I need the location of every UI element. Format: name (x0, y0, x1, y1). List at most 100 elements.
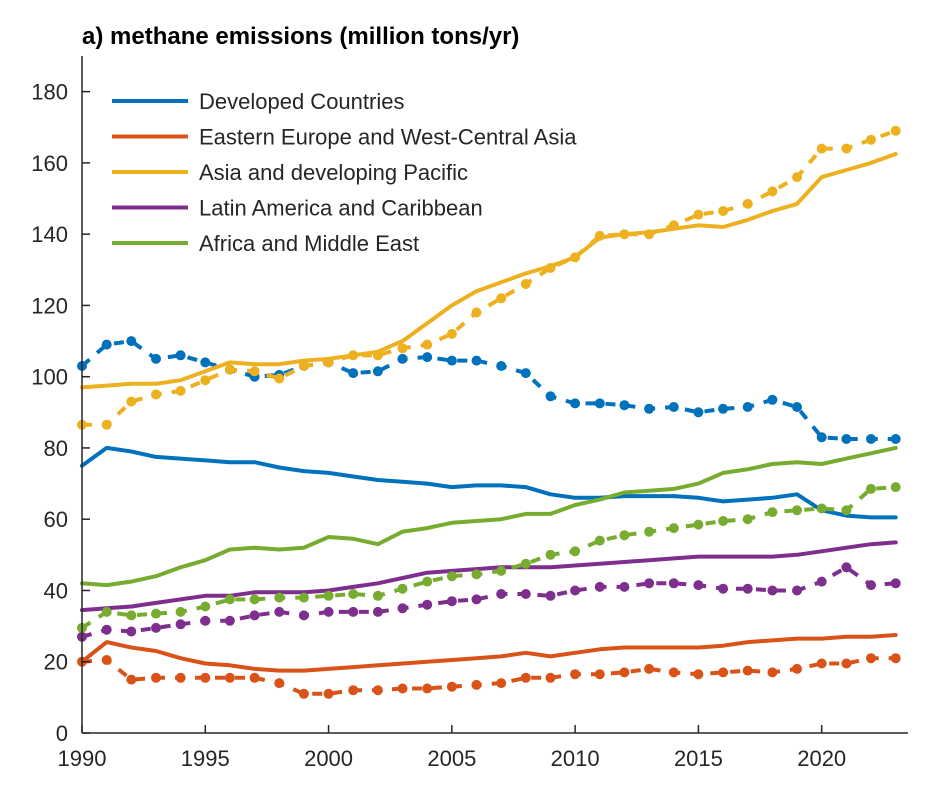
series-1-dashed-point (471, 355, 482, 366)
series-2-dashed-point (126, 674, 137, 685)
series-2-dashed-point (274, 678, 285, 689)
series-4-dashed-point (224, 615, 235, 626)
series-2-dashed-point (397, 683, 408, 694)
series-5-dashed-point (101, 606, 112, 617)
series-1-dashed-line (80, 339, 896, 441)
series-4-dashed-point (693, 580, 704, 591)
series-1-dashed-point (151, 353, 161, 364)
series-2-dashed-point (471, 679, 482, 690)
series-4-dashed-point (594, 581, 605, 592)
series-1-dashed-point (718, 403, 729, 414)
series-2-dashed-point (348, 685, 359, 696)
series-5-dashed-point (298, 592, 309, 603)
series-1-solid-line (80, 445, 898, 520)
series-3-dashed-point (397, 343, 408, 354)
chart-title: a) methane emissions (million tons/yr) (82, 23, 519, 50)
x-tick-label: 2005 (427, 746, 476, 771)
series-3-dashed-point (520, 279, 531, 289)
series-4-dashed-point (446, 596, 457, 607)
series-2-dashed-point (816, 658, 827, 669)
series-3-dashed-point (151, 389, 161, 400)
series-4-dashed-point (545, 590, 556, 601)
series-2-dashed-point (841, 658, 852, 669)
series-3-solid-line (80, 152, 898, 390)
x-tick-label: 2010 (551, 746, 600, 771)
series-4-dashed-point (126, 626, 137, 637)
series-2-dashed-point (372, 685, 383, 696)
series-2-solid-line (80, 633, 898, 673)
series-5-dashed-point (693, 519, 704, 530)
series-3-dashed-point (446, 328, 457, 339)
series-2-dashed-point (570, 669, 581, 680)
series-5-dashed-point (224, 594, 235, 605)
legend-entry-4: Latin America and Caribbean (112, 196, 483, 221)
series-2-dashed-point (792, 663, 802, 674)
series-5-dashed-point (841, 505, 852, 516)
series-5-dashed-point (151, 608, 161, 619)
series-1-dashed-point (619, 400, 630, 411)
series-1-dashed-point (644, 403, 655, 414)
series-4-dashed-line (81, 565, 896, 639)
series-1-dashed-point (792, 402, 802, 412)
series-2-dashed-point (151, 672, 161, 683)
series-4-dashed-point (323, 606, 334, 617)
series-2-dashed-line (81, 656, 896, 696)
series-5-dashed-point (496, 565, 507, 576)
series-2-dashed-point (496, 678, 507, 689)
series-3-dashed-point (249, 366, 260, 377)
series-1-dashed-group (77, 336, 901, 444)
series-layer (77, 125, 901, 699)
series-2-dashed-point (323, 688, 334, 699)
series-5-dashed-point (200, 601, 211, 612)
series-1-dashed-point (422, 352, 433, 363)
series-5-dashed-point (397, 583, 408, 594)
series-3-dashed-point (101, 419, 112, 430)
series-4-dashed-point (200, 615, 211, 626)
y-tick-label: 80 (44, 436, 68, 461)
series-3-dashed-point (175, 385, 186, 396)
legend-label: Latin America and Caribbean (199, 196, 483, 221)
legend-entry-3: Asia and developing Pacific (112, 160, 468, 185)
series-4-dashed-point (298, 610, 309, 621)
series-5-dashed-point (718, 516, 729, 526)
axes-layer: 0 20 40 60 80 100 120 140 160 180 1990 1995 2000 2005… (31, 56, 908, 771)
y-tick-label: 40 (44, 578, 68, 603)
series-5-dashed-point (866, 483, 876, 494)
series-1-dashed-point (742, 402, 753, 412)
y-tick-label: 60 (44, 507, 68, 532)
y-tick-label: 120 (31, 293, 68, 318)
series-5-dashed-point (126, 610, 137, 621)
series-3-dashed-point (816, 143, 827, 154)
series-3-dashed-point (890, 125, 901, 136)
series-2-dashed-point (520, 672, 531, 683)
series-4-dashed-point (372, 606, 383, 617)
series-3-dashed-point (224, 364, 235, 375)
series-1-dashed-point (200, 357, 211, 368)
x-tick-label: 2015 (674, 746, 723, 771)
series-3-dashed-point (792, 172, 802, 183)
legend-entry-5: Africa and Middle East (112, 231, 419, 256)
series-3-dashed-line (82, 128, 897, 427)
series-2-dashed-point (619, 667, 630, 678)
series-4-dashed-point (422, 599, 433, 610)
series-5-dashed-point (274, 592, 285, 603)
series-5-dashed-point (520, 558, 531, 569)
legend: Developed Countries Eastern Europe and We… (112, 89, 577, 256)
series-3-dashed-point (866, 134, 876, 145)
series-4-dashed-point (175, 619, 186, 630)
series-1-dashed-point (101, 339, 112, 350)
series-2-dashed-point (446, 681, 457, 692)
series-1-dashed-point (594, 398, 605, 409)
series-4-solid-line (80, 540, 898, 613)
series-4-dashed-point (816, 576, 827, 587)
series-1-dashed-point (496, 361, 507, 371)
series-5-dashed-point (323, 590, 334, 601)
series-5-dashed-point (249, 594, 260, 605)
legend-label: Asia and developing Pacific (199, 160, 468, 185)
series-2-dashed-group (77, 653, 901, 699)
series-4-dashed-point (471, 594, 482, 605)
series-5-dashed-point (767, 507, 778, 518)
series-4-dashed-point (570, 585, 581, 596)
series-3-dashed-point (200, 375, 211, 386)
